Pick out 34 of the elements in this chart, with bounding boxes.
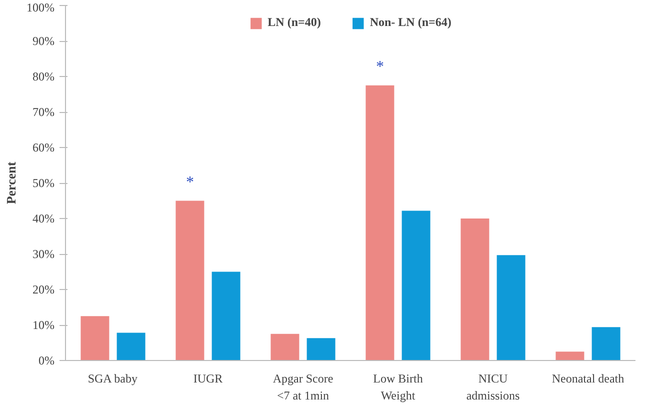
- x-tick-label: Apgar Score <7 at 1min: [272, 372, 334, 402]
- y-tick-label: 70%: [32, 105, 55, 119]
- legend-label: LN (n=40): [268, 15, 321, 30]
- y-tick-label: 10%: [32, 318, 55, 332]
- x-tick-label: NICU admissions: [466, 372, 520, 402]
- x-tick-label: Neonatal death: [552, 372, 624, 386]
- annotation: *: [376, 58, 384, 76]
- annotation: *: [186, 174, 194, 191]
- y-axis-title: Percent: [4, 161, 19, 204]
- y-tick-label: 90%: [32, 34, 55, 48]
- y-tick-label: 30%: [32, 247, 55, 261]
- y-tick-label: 50%: [32, 176, 55, 190]
- bar: [212, 272, 240, 360]
- legend-label: Non- LN (n=64): [370, 15, 452, 30]
- bar: [270, 334, 300, 360]
- y-tick-label: 0%: [38, 354, 55, 368]
- bar: [116, 332, 146, 360]
- bar: [556, 352, 584, 360]
- bar: [176, 200, 204, 360]
- bar: [306, 338, 336, 360]
- bar: [592, 327, 620, 360]
- bar: [80, 316, 110, 360]
- x-tick-label: SGA baby: [88, 372, 138, 386]
- bar: [496, 255, 526, 360]
- bar: [460, 218, 490, 360]
- bar: [402, 210, 430, 360]
- y-tick-label: 100%: [26, 0, 55, 14]
- x-tick-label: IUGR: [193, 372, 223, 386]
- y-tick-label: 80%: [32, 70, 55, 84]
- y-tick-label: 60%: [32, 140, 55, 154]
- bar: [366, 85, 394, 360]
- x-tick-label: Low Birth Weight: [373, 372, 423, 402]
- y-tick-label: 20%: [32, 282, 55, 296]
- y-tick-label: 40%: [32, 212, 55, 226]
